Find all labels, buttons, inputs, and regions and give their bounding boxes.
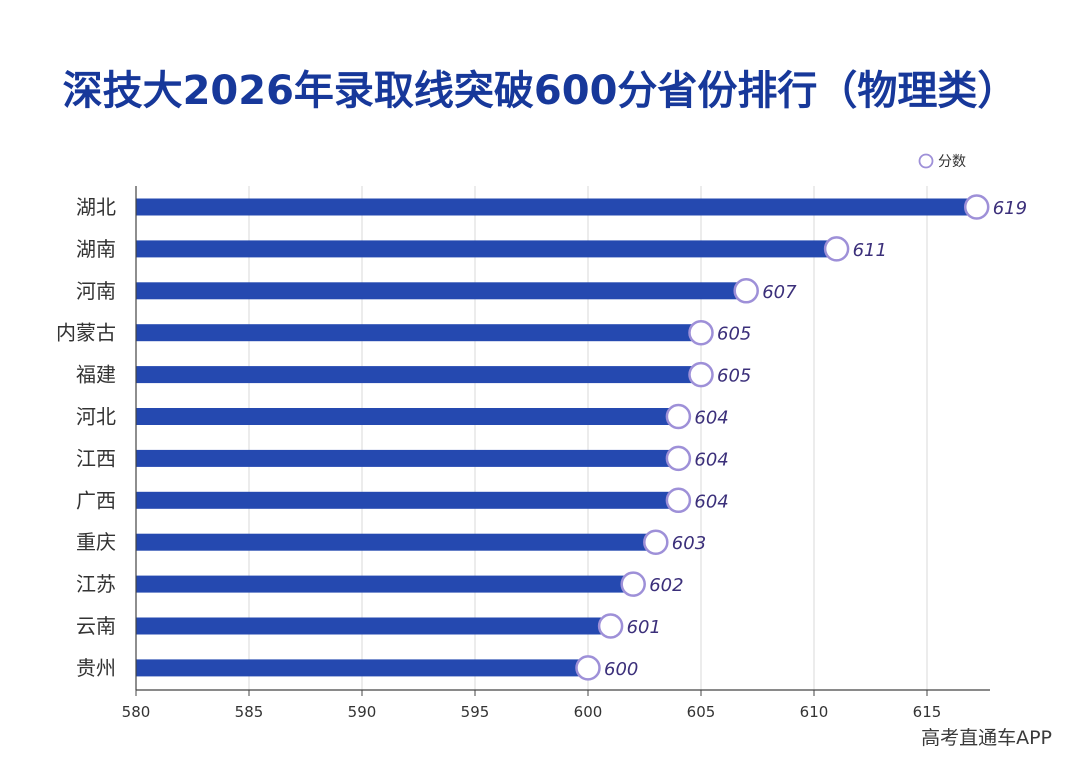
value-label: 604: [694, 491, 728, 512]
bar-end-marker: [597, 613, 624, 639]
bar-end-marker: [688, 361, 714, 388]
value-label: 607: [762, 282, 797, 303]
category-label: 重庆: [76, 530, 116, 554]
bar-end-marker: [733, 278, 759, 304]
category-label: 河南: [76, 279, 116, 303]
bar-end-marker: [963, 194, 990, 220]
watermark-text: 高考直通车APP: [921, 727, 1052, 749]
legend: 分数: [918, 153, 966, 170]
legend-marker: [918, 153, 934, 169]
bar: [136, 240, 837, 258]
bar-end-marker: [823, 236, 850, 262]
x-tick-label: 615: [913, 703, 942, 721]
bar-end-marker: [665, 487, 692, 514]
value-label: 601: [627, 617, 661, 638]
value-label: 611: [853, 240, 887, 261]
axes: 580 585 590 595 600 605 610 615 湖北湖南河南内蒙古福建河北江西广…: [56, 186, 990, 721]
bar: [136, 617, 611, 635]
x-tick-label: 585: [235, 703, 264, 721]
chart-title: 深技大2026年录取线突破600分省份排行（物理类）: [62, 68, 1018, 114]
x-tick-label: 605: [687, 703, 716, 721]
bar: [136, 491, 679, 509]
value-label: 603: [672, 533, 706, 554]
category-label: 内蒙古: [56, 321, 116, 345]
bar: [136, 366, 701, 384]
value-label: 604: [694, 408, 728, 429]
bar: [136, 659, 588, 677]
bar-end-marker: [665, 403, 692, 430]
bar: [136, 324, 701, 342]
value-label: 619: [993, 198, 1027, 219]
value-label: 605: [717, 366, 751, 387]
bars: 619 611 607 605 605 604 604 604 603 602 601 600: [136, 194, 1027, 681]
x-tick-label: 590: [348, 703, 377, 721]
category-label: 福建: [76, 363, 116, 387]
bar: [136, 449, 679, 467]
value-label: 605: [717, 324, 751, 345]
x-tick-label: 610: [800, 703, 829, 721]
bar-end-marker: [688, 319, 714, 346]
bar-end-marker: [575, 655, 601, 681]
bar-end-marker: [665, 445, 692, 472]
category-label: 云南: [76, 614, 116, 638]
bar: [136, 198, 977, 216]
bar: [136, 408, 679, 425]
category-label: 江苏: [76, 572, 116, 596]
bar: [136, 575, 634, 593]
x-tick-label: 595: [461, 703, 490, 721]
value-label: 600: [604, 659, 638, 680]
value-label: 602: [649, 575, 683, 596]
bar-end-marker: [620, 571, 646, 597]
category-label: 江西: [76, 446, 116, 470]
category-label: 湖北: [76, 195, 116, 219]
x-tick-label: 600: [574, 703, 603, 721]
bar-end-marker: [643, 529, 669, 555]
bar: [136, 533, 656, 551]
value-label: 604: [694, 449, 728, 470]
x-tick-label: 580: [122, 703, 151, 721]
category-label: 湖南: [76, 237, 116, 261]
legend-label: 分数: [938, 154, 966, 170]
bar: [136, 282, 747, 300]
category-label: 河北: [76, 405, 116, 429]
category-label: 贵州: [76, 656, 116, 680]
grid-lines: [248, 186, 928, 690]
category-label: 广西: [76, 488, 116, 512]
